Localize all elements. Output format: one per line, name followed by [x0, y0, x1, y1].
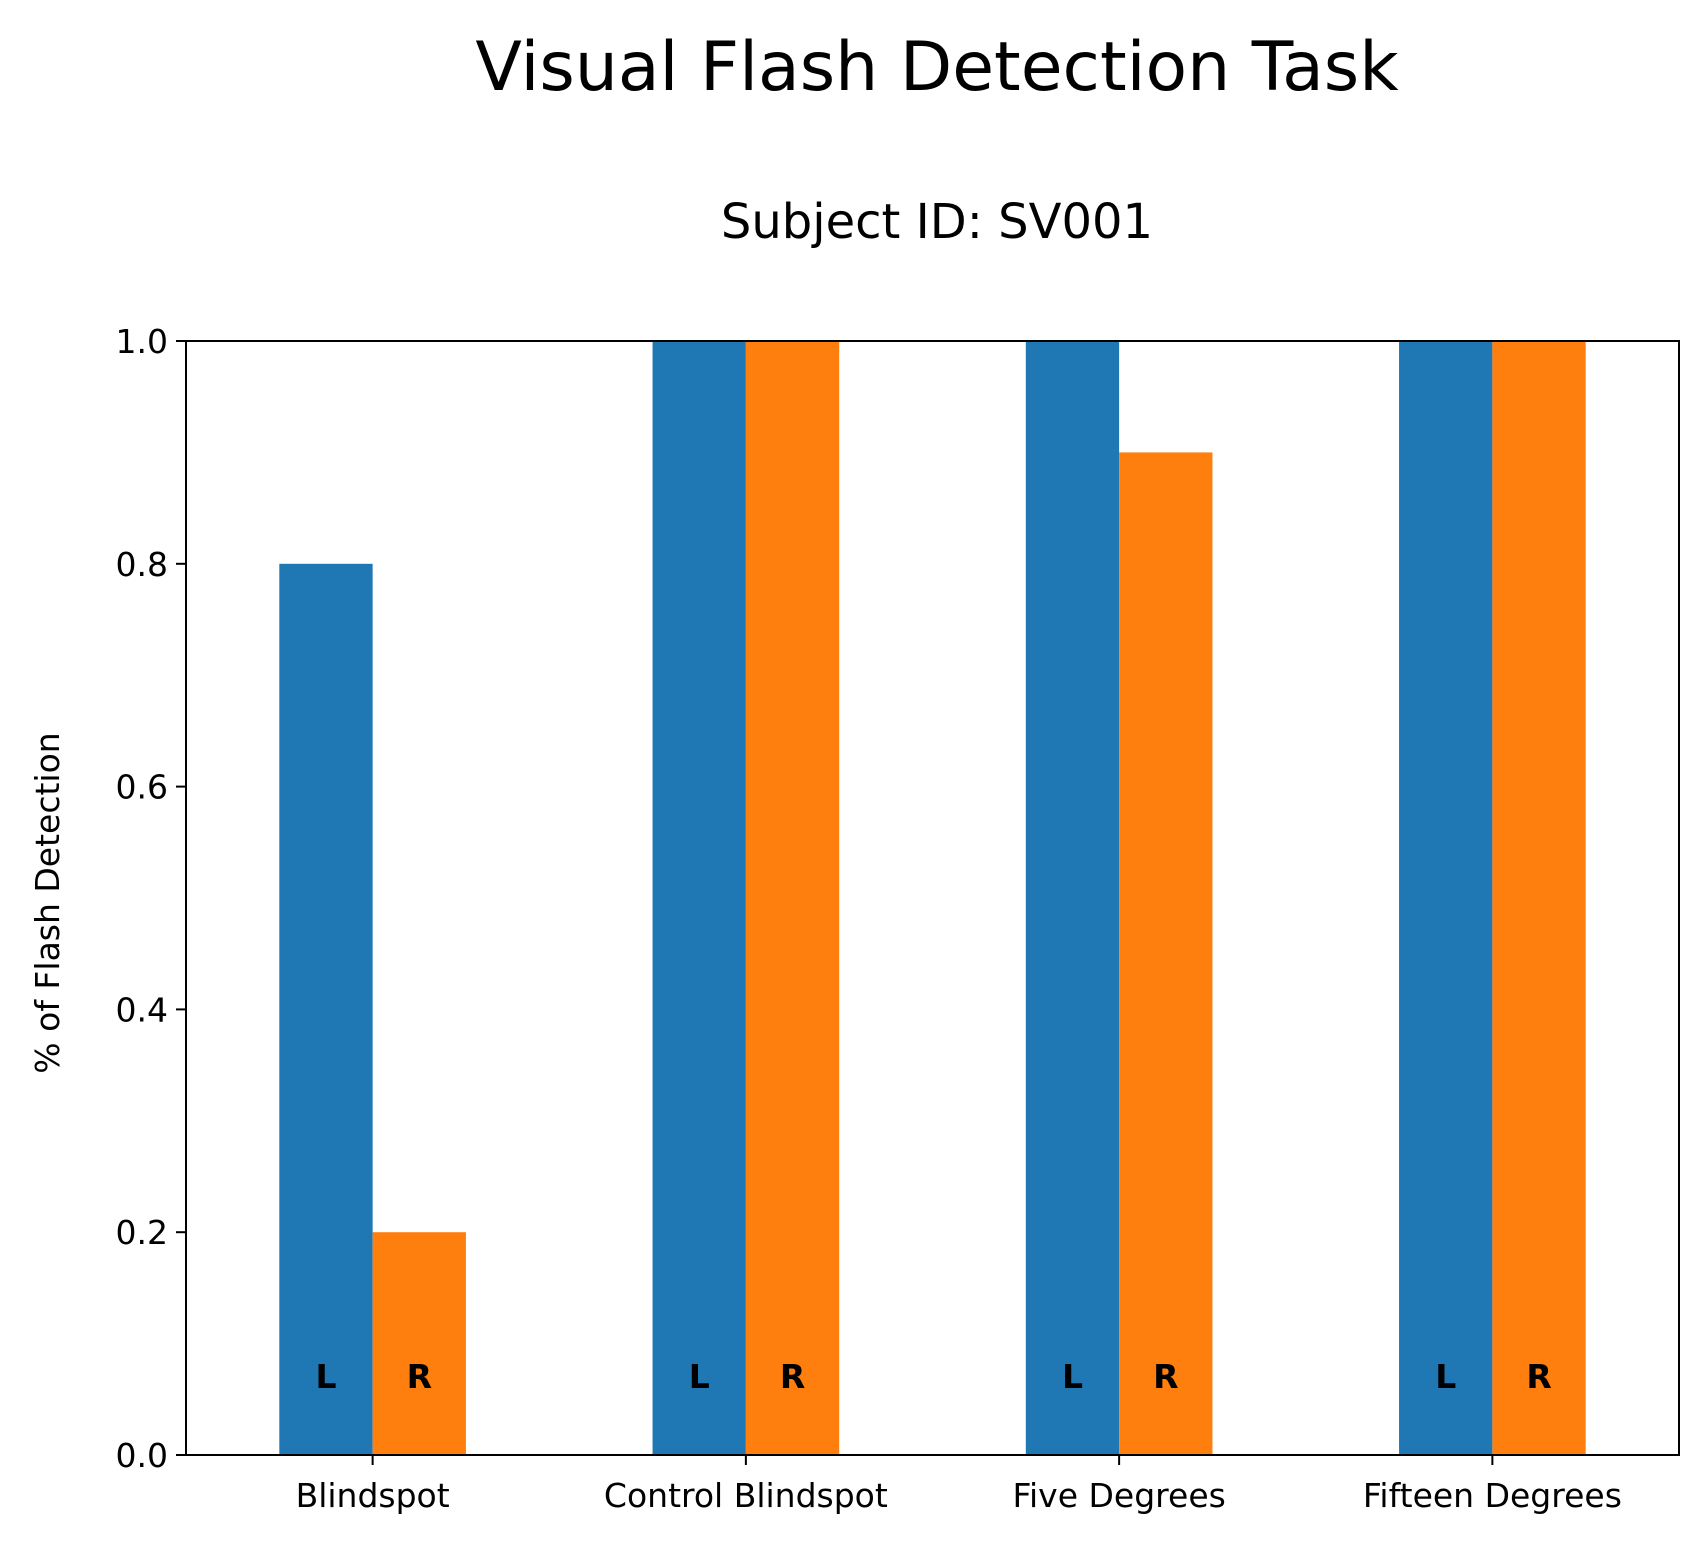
chart-title: Visual Flash Detection Task	[475, 28, 1399, 107]
axes-frame	[185, 340, 1680, 1456]
bar-tag-l-4: L	[1435, 1357, 1456, 1396]
bar-r-4	[1492, 341, 1586, 1455]
bar-tag-r-2: R	[780, 1357, 805, 1396]
bar-l-1	[279, 563, 373, 1455]
bar-r-2	[745, 341, 840, 1455]
bar-tag-l-1: L	[315, 1357, 336, 1396]
y-tick-label: 0.8	[116, 545, 168, 584]
bar-tag-r-4: R	[1526, 1357, 1551, 1396]
bar-r-1	[372, 1232, 466, 1455]
x-tick-label: Blindspot	[296, 1476, 450, 1515]
bar-l-3	[1025, 341, 1120, 1455]
bar-r-3	[1119, 452, 1213, 1455]
x-tick-label: Fifteen Degrees	[1363, 1476, 1622, 1515]
x-tick-label: Control Blindspot	[604, 1476, 888, 1515]
plot-area: L R L R L R L R Blindspot Control Blindspot Five D…	[116, 322, 1680, 1515]
y-axis-label: % of Flash Detection	[28, 732, 67, 1073]
bar-tag-r-3: R	[1153, 1357, 1178, 1396]
y-tick-label: 0.6	[116, 768, 168, 807]
y-tick-label: 1.0	[116, 322, 168, 361]
bar-l-4	[1399, 341, 1493, 1455]
bar-tag-r-1: R	[407, 1357, 432, 1396]
bar-tag-l-3: L	[1062, 1357, 1083, 1396]
y-tick-label: 0.4	[116, 990, 168, 1029]
bar-tag-l-2: L	[689, 1357, 710, 1396]
x-tick-label: Five Degrees	[1012, 1476, 1225, 1515]
y-tick-label: 0.0	[116, 1436, 168, 1475]
chart-subtitle: Subject ID: SV001	[721, 194, 1153, 250]
y-tick-label: 0.2	[116, 1213, 168, 1252]
bar-l-2	[652, 341, 746, 1455]
